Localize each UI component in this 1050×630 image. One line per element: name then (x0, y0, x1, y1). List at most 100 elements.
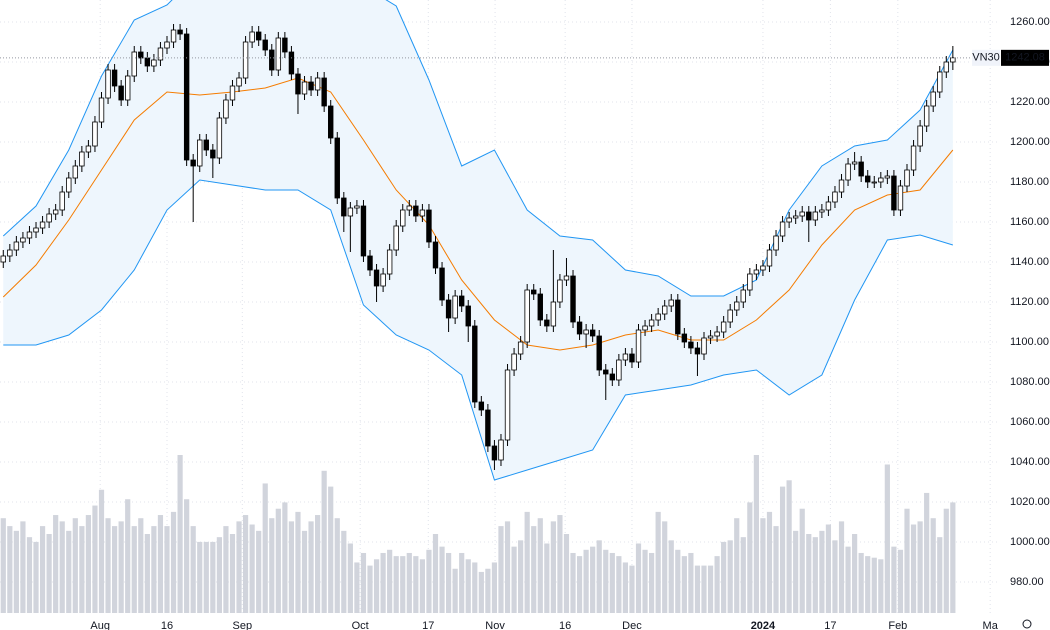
candle-body (426, 209, 432, 243)
volume-bar (419, 559, 425, 613)
candle-body (688, 341, 694, 349)
volume-bar (380, 552, 386, 613)
candle-body (249, 31, 255, 43)
candle-body (570, 275, 576, 323)
volume-bar (315, 515, 321, 613)
candle-body (406, 205, 412, 211)
candle-body (151, 59, 157, 67)
volume-bar (819, 530, 825, 613)
volume-bar (236, 521, 242, 613)
candle-body (295, 73, 301, 95)
volume-bar (164, 526, 170, 613)
bollinger-bands (2, 0, 954, 481)
symbol-label-box (972, 49, 1000, 66)
candle-body (400, 209, 406, 227)
candle-body (118, 85, 124, 101)
candle-body (105, 69, 111, 99)
candle-body (485, 409, 491, 447)
volume-bar (360, 552, 367, 613)
candle-body (7, 249, 13, 257)
volume-bar (622, 562, 629, 613)
candle-body (865, 175, 871, 183)
volume-bar (825, 524, 832, 613)
volume-bar (223, 526, 229, 613)
candle-body (812, 211, 819, 221)
candle-body (472, 325, 478, 403)
candle-body (360, 205, 367, 257)
volume-bar (459, 552, 465, 613)
y-tick-label: 1040.00 (1010, 456, 1050, 468)
volume-bar (229, 534, 236, 613)
candle-body (419, 209, 426, 217)
volume-bar (852, 534, 858, 613)
volume-bar (0, 518, 6, 613)
volume-bar (13, 530, 19, 613)
volume-bar (917, 521, 923, 613)
candle-body (897, 185, 904, 211)
volume-bar (675, 549, 681, 613)
candle-body (66, 177, 72, 193)
volume-bar (576, 556, 583, 613)
candle-body (720, 321, 727, 333)
volume-bar (242, 515, 249, 613)
candle-body (445, 299, 452, 319)
settings-icon-circle[interactable] (1022, 619, 1032, 629)
volume-bar (256, 530, 262, 613)
candle-body (819, 209, 825, 213)
volume-bar (616, 556, 622, 613)
candle-body (524, 289, 530, 343)
x-tick-label: 16 (559, 620, 571, 630)
x-tick-label: 17 (422, 620, 434, 630)
volume-bar (904, 508, 910, 613)
volume-bar (544, 543, 550, 613)
volume-bar (301, 530, 308, 613)
band-middle (2, 77, 954, 351)
candle-body (655, 313, 661, 321)
candle-body (33, 227, 39, 233)
volume-bar (138, 518, 144, 613)
volume-bar (603, 549, 609, 613)
volume-bar (184, 499, 190, 613)
volume-bar (445, 552, 452, 613)
volume-bar (550, 521, 556, 613)
axes: 980.00 1000.00 1020.00 1040.00 1060.00 1080.0… (0, 16, 1050, 630)
volume-bar (524, 511, 530, 613)
volume-bar (760, 518, 766, 613)
candle-body (891, 175, 897, 211)
candle-body (288, 51, 295, 75)
volume-bar (157, 515, 164, 613)
volume-bar (98, 489, 105, 613)
volume-bar (308, 521, 314, 613)
candle-body (341, 197, 347, 217)
volume-bar (387, 549, 393, 613)
volume-bar (590, 546, 596, 613)
volume-bar (203, 541, 209, 613)
candle-body (39, 221, 46, 229)
candle-body (321, 77, 327, 107)
candle-body (386, 249, 393, 275)
volume-bar (39, 526, 46, 613)
candle-body (616, 359, 622, 381)
volume-bar (92, 505, 98, 613)
settings-icon[interactable] (1022, 619, 1032, 629)
volume-bar (275, 508, 281, 613)
y-tick-label: 1120.00 (1010, 296, 1049, 308)
candle-body (806, 211, 812, 221)
candle-body (393, 225, 399, 251)
volume-bar (891, 546, 897, 613)
candle-body (478, 401, 485, 411)
candle-body (773, 235, 779, 251)
candle-body (629, 353, 635, 363)
last-price-label: 1242.08 (1005, 52, 1045, 64)
volume-bar (557, 515, 563, 613)
candle-body (439, 267, 445, 301)
volume-bar (170, 511, 177, 613)
x-tick-label: Aug (90, 620, 110, 630)
candle-body (511, 353, 517, 371)
candle-body (851, 161, 858, 165)
x-tick-label: Dec (622, 620, 642, 630)
candle-body (236, 77, 242, 87)
candle-body (210, 149, 216, 159)
volume-bar (753, 455, 759, 613)
